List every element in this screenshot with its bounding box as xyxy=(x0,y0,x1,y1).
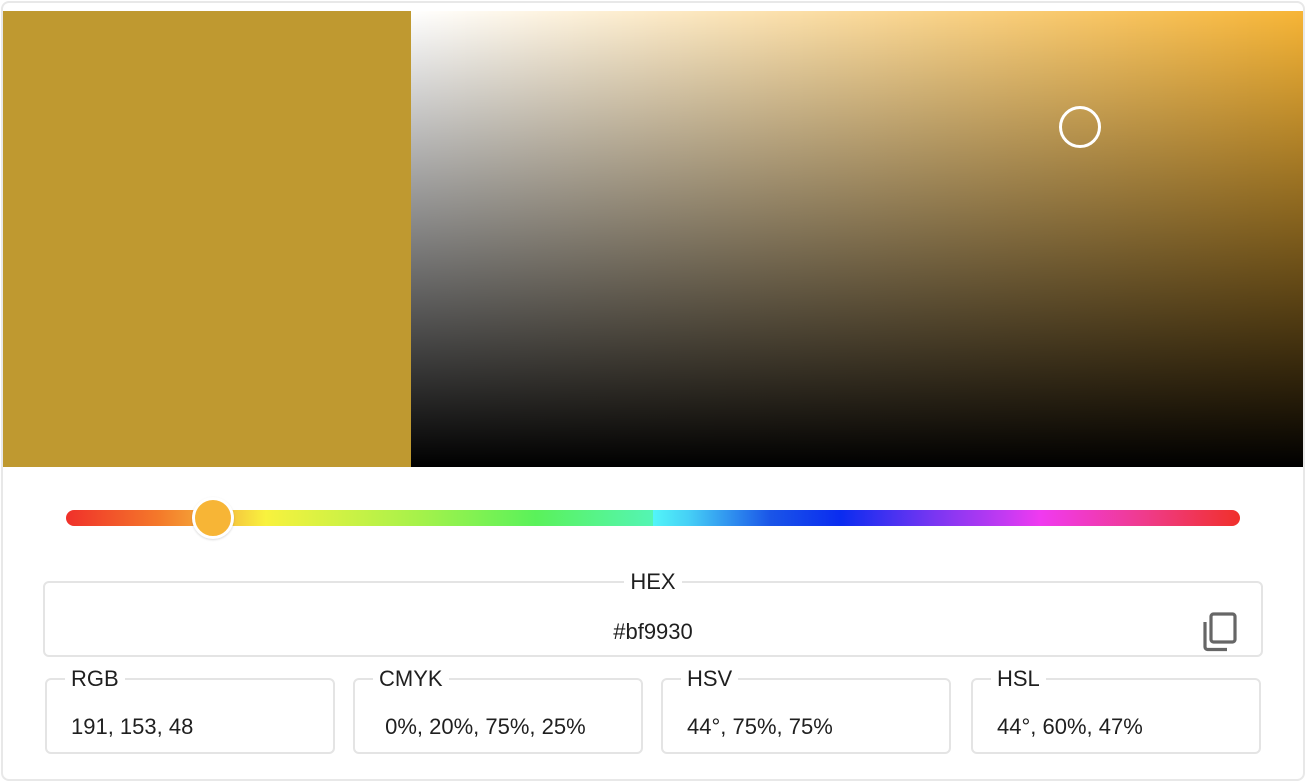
hsl-label: HSL xyxy=(997,666,1040,691)
hsl-field: HSL 44°, 60%, 47% xyxy=(971,668,1261,754)
rgb-value[interactable]: 191, 153, 48 xyxy=(71,714,194,739)
color-preview-swatch xyxy=(3,11,411,467)
hue-slider-thumb[interactable] xyxy=(192,497,234,539)
hsl-value[interactable]: 44°, 60%, 47% xyxy=(997,714,1143,739)
hex-label: HEX xyxy=(630,569,676,594)
hsv-value[interactable]: 44°, 75%, 75% xyxy=(687,714,833,739)
value-gradient xyxy=(411,11,1303,467)
hex-value[interactable]: #bf9930 xyxy=(613,619,693,644)
cmyk-label: CMYK xyxy=(379,666,443,691)
saturation-value-picker[interactable] xyxy=(411,11,1303,467)
hsv-label: HSV xyxy=(687,666,733,691)
rgb-label: RGB xyxy=(71,666,119,691)
rgb-field: RGB 191, 153, 48 xyxy=(45,668,335,754)
hex-field: HEX #bf9930 xyxy=(43,571,1263,657)
cmyk-value[interactable]: 0%, 20%, 75%, 25% xyxy=(379,714,586,739)
cmyk-field: CMYK 0%, 20%, 75%, 25% xyxy=(353,668,643,754)
copy-icon[interactable] xyxy=(1201,611,1239,653)
hsv-field: HSV 44°, 75%, 75% xyxy=(661,668,951,754)
saturation-value-handle[interactable] xyxy=(1059,106,1101,148)
hue-slider-track[interactable] xyxy=(66,510,1240,526)
